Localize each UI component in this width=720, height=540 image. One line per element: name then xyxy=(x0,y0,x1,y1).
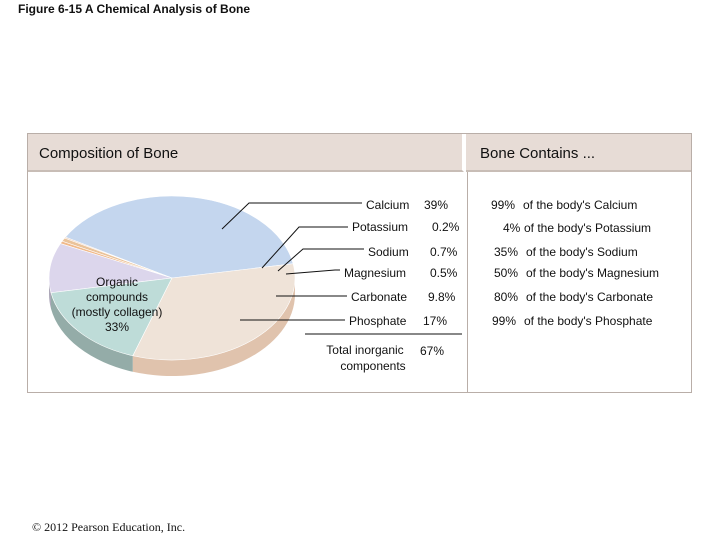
body-pct-potassium: 4% xyxy=(503,221,521,235)
organic-label-1: compounds xyxy=(86,290,148,304)
organic-label-2: (mostly collagen) xyxy=(72,305,163,319)
body-text-carbonate: of the body's Carbonate xyxy=(526,290,653,304)
slice-calcium xyxy=(64,195,294,279)
value-sodium: 0.7% xyxy=(430,245,458,259)
body-pct-phosphate: 99% xyxy=(492,314,516,328)
body-text-sodium: of the body's Sodium xyxy=(526,245,638,259)
copyright: © 2012 Pearson Education, Inc. xyxy=(32,520,186,534)
label-calcium: Calcium xyxy=(366,198,409,212)
label-magnesium: Magnesium xyxy=(344,266,406,280)
value-magnesium: 0.5% xyxy=(430,266,458,280)
left-header-band: Composition of Bone xyxy=(28,134,464,172)
right-header-band: Bone Contains ... xyxy=(466,134,691,172)
body-pct-magnesium: 50% xyxy=(494,266,518,280)
slice-phosphate xyxy=(50,277,173,357)
organic-label-3: 33% xyxy=(105,320,129,334)
slice-carbonate xyxy=(48,243,173,294)
slice-organic xyxy=(132,263,296,361)
chart-title: Composition of Bone xyxy=(39,145,179,162)
value-potassium: 0.2% xyxy=(432,220,460,234)
body-text-phosphate: of the body's Phosphate xyxy=(524,314,653,328)
body-pct-sodium: 35% xyxy=(494,245,518,259)
figure-title: Figure 6-15 A Chemical Analysis of Bone xyxy=(18,2,251,16)
organic-label-0: Organic xyxy=(96,275,138,289)
body-pct-calcium: 99% xyxy=(491,198,515,212)
column-divider xyxy=(467,172,468,393)
leader-sodium xyxy=(277,248,364,272)
label-potassium: Potassium xyxy=(352,220,408,234)
value-phosphate: 17% xyxy=(423,314,447,328)
leader-potassium xyxy=(261,226,348,269)
right-header: Bone Contains ... xyxy=(480,145,596,162)
body-text-magnesium: of the body's Magnesium xyxy=(526,266,659,280)
total-inorganic-value: 67% xyxy=(420,344,444,358)
slice-organic-side xyxy=(132,278,295,376)
body-pct-carbonate: 80% xyxy=(494,290,518,304)
label-carbonate: Carbonate xyxy=(351,290,407,304)
label-phosphate: Phosphate xyxy=(349,314,407,328)
value-calcium: 39% xyxy=(424,198,448,212)
leader-magnesium xyxy=(285,269,340,275)
label-sodium: Sodium xyxy=(368,245,409,259)
value-carbonate: 9.8% xyxy=(428,290,456,304)
body-text-potassium: of the body's Potassium xyxy=(524,221,651,235)
leader-calcium xyxy=(221,202,362,230)
total-inorganic-label-0: Total inorganic xyxy=(326,343,403,357)
body-text-calcium: of the body's Calcium xyxy=(523,198,637,212)
total-inorganic-label-1: components xyxy=(340,359,405,373)
slice-phosphate-side xyxy=(51,292,133,372)
